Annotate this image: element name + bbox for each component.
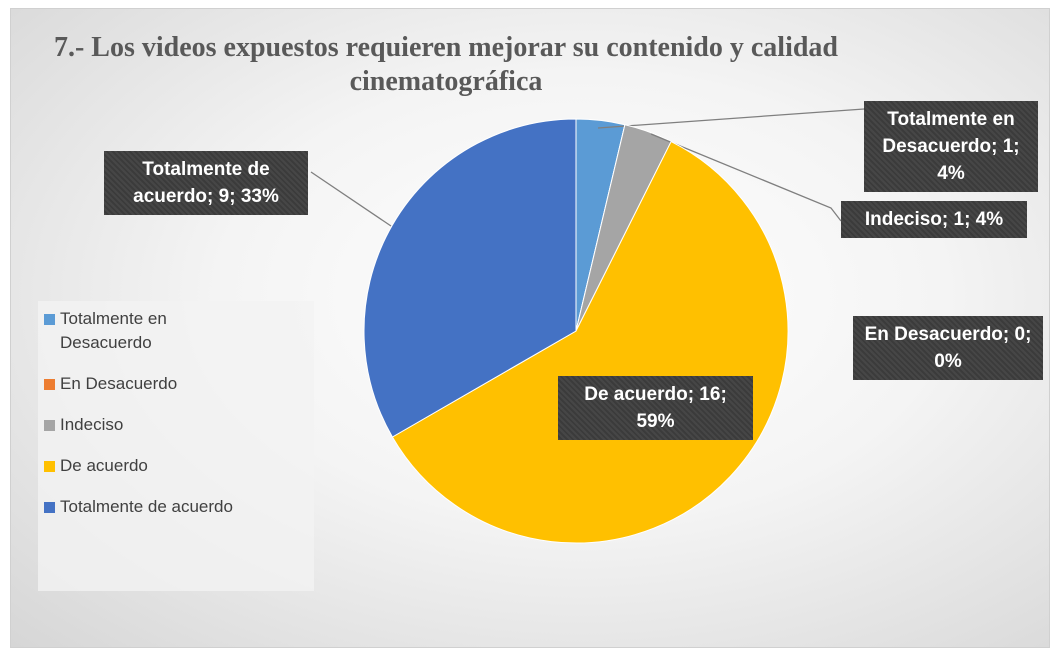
pie-area [310, 108, 865, 544]
pie-slice [363, 118, 577, 438]
pie-slice [391, 140, 789, 544]
data-label: De acuerdo; 16; 59% [558, 376, 753, 440]
legend-swatch [44, 502, 55, 513]
chart-title: 7.- Los videos expuestos requieren mejor… [53, 32, 838, 97]
leader-line [597, 108, 865, 129]
legend-label: De acuerdo [60, 456, 148, 475]
legend-swatch [44, 420, 55, 431]
data-label: Totalmente de acuerdo; 9; 33% [104, 151, 308, 215]
leader-line [650, 133, 842, 222]
leader-line [310, 171, 392, 227]
data-label: Indeciso; 1; 4% [841, 201, 1027, 238]
legend-swatch [44, 314, 55, 325]
legend-label: En Desacuerdo [60, 374, 178, 393]
legend-entry: Totalmente en Desacuerdo [44, 307, 260, 355]
legend-swatch [44, 461, 55, 472]
legend-entry: De acuerdo [44, 454, 260, 478]
legend-entry: Indeciso [44, 413, 260, 437]
data-label: En Desacuerdo; 0; 0% [853, 316, 1043, 380]
data-label: Totalmente en Desacuerdo; 1; 4% [864, 101, 1038, 192]
legend-swatch [44, 379, 55, 390]
legend-label: Totalmente de acuerdo [60, 497, 233, 516]
legend-label: Indeciso [60, 415, 124, 434]
chart: 7.- Los videos expuestos requieren mejor… [10, 8, 1050, 648]
legend-label: Totalmente en Desacuerdo [60, 309, 167, 352]
legend-entry: Totalmente de acuerdo [44, 495, 260, 519]
legend: Totalmente en Desacuerdo En Desacuerdo Ind… [38, 301, 314, 591]
legend-entry: En Desacuerdo [44, 372, 260, 396]
